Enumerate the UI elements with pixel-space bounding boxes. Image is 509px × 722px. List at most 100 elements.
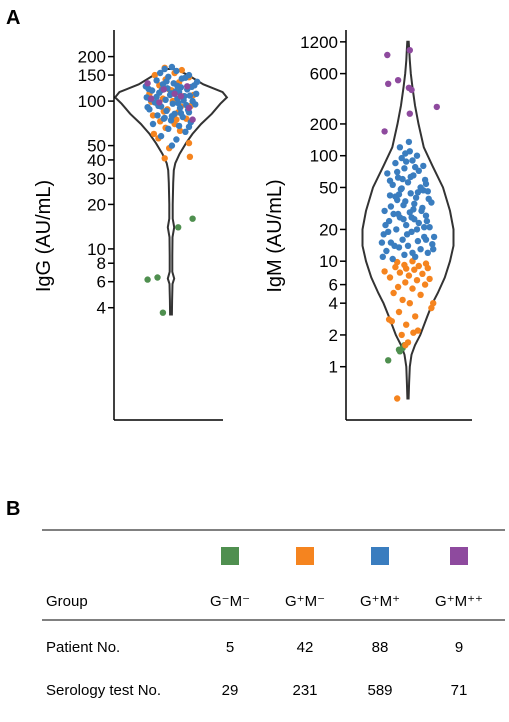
igg-tick-label: 150 <box>78 66 106 85</box>
igm-data-point <box>409 157 416 164</box>
igm-data-point <box>403 231 411 238</box>
row-value: 231 <box>292 682 317 699</box>
igg-data-point <box>185 123 193 130</box>
igm-data-point <box>402 279 409 286</box>
igm-tick-label: 10 <box>319 252 338 271</box>
igm-data-point <box>393 226 400 233</box>
igm-data-point <box>392 159 399 167</box>
igm-points <box>378 47 440 402</box>
igg-tick-label: 40 <box>87 151 106 170</box>
igm-data-point <box>394 77 402 84</box>
igm-data-point <box>409 249 416 256</box>
igm-data-point <box>390 289 397 297</box>
igg-data-point <box>184 83 191 90</box>
igm-data-point <box>423 217 431 225</box>
igm-data-point <box>395 308 403 316</box>
igg-data-point <box>154 112 161 119</box>
igm-data-point <box>406 47 413 54</box>
igm-data-point <box>400 216 407 223</box>
igm-tick-label: 100 <box>310 147 338 166</box>
igg-data-point <box>162 96 169 104</box>
group-swatch <box>450 547 468 565</box>
igm-tick-label: 2 <box>329 326 338 345</box>
igm-data-point <box>412 313 419 320</box>
igg-data-point <box>182 128 189 135</box>
igm-data-point <box>422 236 430 243</box>
igm-data-point <box>386 274 394 281</box>
igg-data-point <box>145 85 152 93</box>
igg-tick-label: 200 <box>78 48 106 67</box>
igg-data-point <box>189 116 196 123</box>
igm-data-point <box>410 206 417 213</box>
igg-data-point <box>171 90 178 98</box>
igm-data-point <box>405 84 413 92</box>
igm-data-point <box>394 210 402 218</box>
igm-data-point <box>387 203 395 210</box>
igm-data-point <box>430 300 437 307</box>
igm-axis-title: IgM (AU/mL) <box>264 179 286 292</box>
igm-data-point <box>381 128 388 135</box>
igg-axis-title: IgG (AU/mL) <box>33 180 55 292</box>
igm-data-point <box>417 291 424 298</box>
row-value: 71 <box>451 682 468 699</box>
igg-data-point <box>159 309 167 316</box>
igm-tick-label: 1 <box>329 358 338 377</box>
igm-data-point <box>413 277 421 284</box>
igg-data-point <box>161 155 168 162</box>
igm-data-point <box>422 260 430 267</box>
igm-data-point <box>404 339 412 346</box>
igm-data-point <box>399 175 406 183</box>
igm-data-point <box>395 346 403 353</box>
igm-data-point <box>392 263 399 271</box>
igm-tick-label: 200 <box>310 115 338 134</box>
row-label: Patient No. <box>46 639 120 656</box>
igg-data-point <box>151 71 158 79</box>
igm-data-point <box>403 265 410 272</box>
igm-data-point <box>385 316 393 323</box>
igg-tick-label: 30 <box>87 169 106 188</box>
igm-data-point <box>421 224 428 231</box>
igg-data-point <box>174 82 181 90</box>
igg-data-point <box>144 276 151 283</box>
igm-data-point <box>379 253 386 260</box>
igg-data-point <box>153 77 160 84</box>
igg-data-point <box>149 120 157 128</box>
igm-data-point <box>406 300 413 307</box>
igm-data-point <box>418 207 425 215</box>
igg-data-point <box>176 127 184 134</box>
igm-data-point <box>381 207 388 215</box>
igm-data-point <box>407 190 414 197</box>
igg-tick-label: 8 <box>97 254 106 273</box>
igg-data-point <box>186 92 194 99</box>
igm-data-point <box>415 262 422 270</box>
igm-data-point <box>413 152 421 159</box>
group-swatch <box>221 547 239 565</box>
igm-data-point <box>422 212 430 219</box>
group-swatch <box>371 547 389 565</box>
igm-data-point <box>394 395 401 402</box>
igm-data-point <box>403 158 410 165</box>
igm-data-point <box>399 236 406 243</box>
igm-tick-label: 6 <box>329 276 338 295</box>
igg-data-point <box>144 104 151 111</box>
row-label: Serology test No. <box>46 682 161 699</box>
igm-data-point <box>411 200 418 207</box>
igg-data-point <box>186 153 194 160</box>
igm-data-point <box>414 237 422 245</box>
row-value: 5 <box>226 639 234 656</box>
igm-data-point <box>384 170 391 177</box>
igg-data-point <box>169 100 176 107</box>
igm-data-point <box>433 103 440 111</box>
igm-data-point <box>398 185 405 192</box>
igm-data-point <box>385 228 392 235</box>
igm-data-point <box>412 194 420 201</box>
igm-data-point <box>407 173 414 181</box>
igm-data-point <box>412 163 419 171</box>
igg-data-point <box>168 113 176 120</box>
igg-data-point <box>154 274 161 281</box>
igg-data-point <box>175 122 183 130</box>
igm-data-point <box>406 148 413 155</box>
igm-data-point <box>378 239 386 246</box>
row-value: 29 <box>222 682 239 699</box>
